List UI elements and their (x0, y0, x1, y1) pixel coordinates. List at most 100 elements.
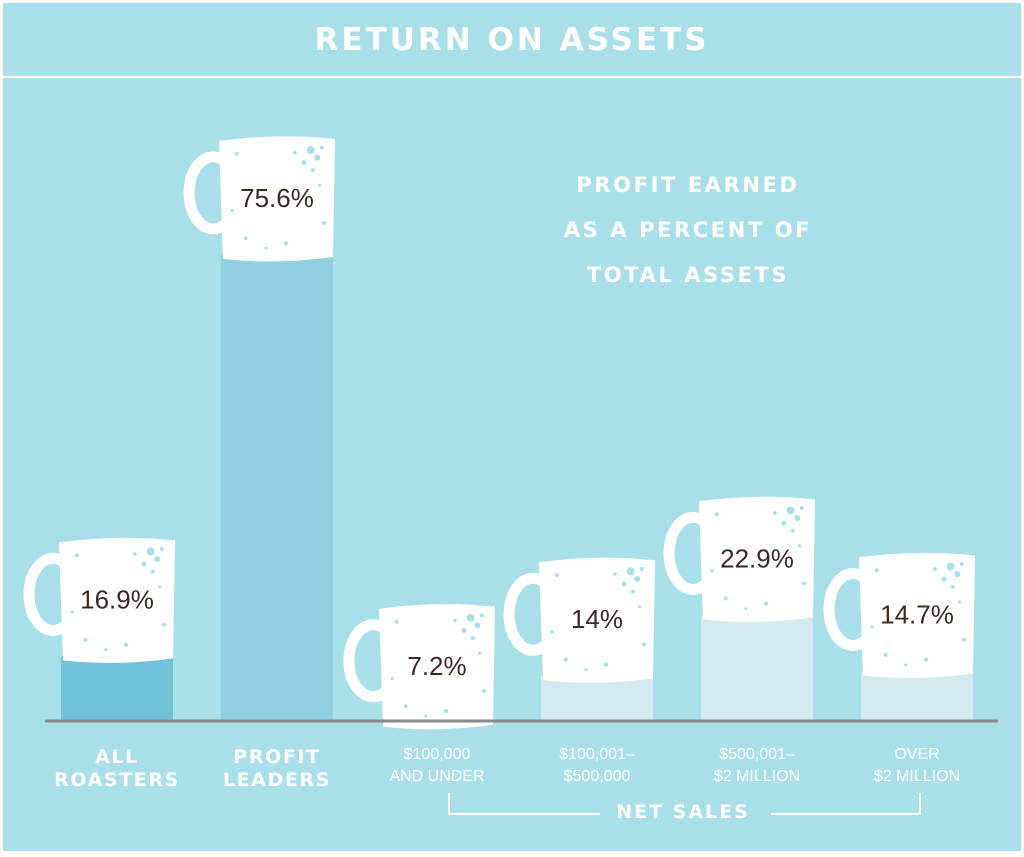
mug-speckle (133, 552, 137, 556)
coffee-mug-icon (823, 552, 975, 679)
category-label-line: ALL (95, 746, 139, 768)
mug-speckle (962, 637, 967, 642)
mug-speckle (794, 515, 801, 522)
net-sales-label: NET SALES (616, 801, 750, 823)
mug-speckle (904, 663, 908, 667)
coffee-mug-icon (503, 557, 655, 683)
coffee-mug-icon (23, 537, 175, 663)
mug-speckle (799, 505, 804, 510)
mug-speckle (74, 553, 79, 558)
mug-speckle (950, 584, 955, 589)
net-sales-bracket-left (448, 793, 600, 815)
mug-speckle (293, 150, 297, 155)
mug-speckle (322, 221, 327, 226)
bar-1 (61, 656, 173, 721)
infographic: RETURN ON ASSETS PROFIT EARNED AS A PERC… (3, 3, 1021, 851)
mug-speckle (634, 575, 641, 582)
mug-speckle (790, 528, 795, 533)
mug-speckle (563, 657, 568, 662)
mug-speckle (763, 601, 769, 606)
mug-speckle (123, 642, 129, 647)
category-label-line: $500,000 (563, 768, 631, 785)
mug-speckle (159, 547, 164, 552)
coffee-mug-icon (663, 496, 815, 622)
data-label-1: 16.9% (80, 584, 154, 614)
title-band: RETURN ON ASSETS (3, 3, 1021, 78)
subtitle-line-1: PROFIT EARNED (576, 173, 800, 197)
mug-speckle (923, 657, 929, 663)
mug-speckle (470, 636, 475, 641)
mug-speckle (424, 714, 428, 718)
mug-speckle (234, 151, 239, 156)
data-label-2: 75.6% (240, 183, 314, 213)
mug-speckle (639, 566, 644, 571)
mug-body (699, 496, 815, 622)
mug-speckle (781, 520, 787, 526)
mug-speckle (141, 561, 147, 567)
coffee-mug-icon (343, 604, 495, 730)
mug-body (539, 557, 655, 683)
mug-speckle (310, 168, 315, 173)
category-label-line: $2 MILLION (713, 768, 801, 785)
bar-6 (861, 671, 973, 721)
mug-speckle (482, 688, 487, 693)
bar-4 (541, 676, 653, 721)
mug-speckle (317, 183, 322, 187)
bar-2 (221, 254, 333, 721)
category-label-6: OVER $2 MILLION (847, 744, 987, 788)
mug-speckle (264, 246, 268, 250)
data-label-5: 22.9% (720, 543, 794, 573)
category-label-line: ROASTERS (54, 769, 180, 791)
mug-speckle (243, 236, 248, 241)
mug-body (859, 552, 975, 679)
bar-chart: 16.9% 75.6% 7.2% 14% 22.9% 14.7% (23, 136, 998, 730)
mug-body (59, 537, 175, 663)
mug-speckle (283, 241, 289, 246)
mug-speckle (883, 652, 888, 657)
category-label-2: PROFIT LEADERS (207, 746, 347, 792)
mug-body (379, 604, 495, 730)
net-sales-bracket-right (771, 793, 921, 815)
mug-speckle (479, 613, 484, 618)
mug-speckle (150, 569, 155, 574)
mug-speckle (630, 589, 635, 594)
category-label-5: $500,001– $2 MILLION (687, 744, 827, 788)
subtitle-line-3: TOTAL ASSETS (586, 263, 790, 287)
mug-speckle (461, 627, 467, 633)
mug-speckle (874, 568, 879, 573)
mug-speckle (584, 668, 588, 672)
mug-speckle (613, 572, 617, 576)
mug-speckle (786, 506, 795, 515)
mug-speckle (714, 512, 719, 517)
mug-speckle (157, 585, 162, 589)
mug-speckle (723, 596, 728, 601)
mug-speckle (554, 573, 559, 578)
mug-speckle (477, 651, 482, 655)
mug-speckle (870, 625, 874, 629)
mug-speckle (941, 576, 947, 582)
subtitle-line-2: AS A PERCENT OF (563, 218, 813, 242)
mug-speckle (954, 571, 961, 578)
coffee-mug-icon (183, 136, 335, 262)
data-label-3: 7.2% (407, 651, 466, 681)
mug-speckle (621, 581, 627, 587)
data-label-6: 14.7% (880, 599, 954, 629)
category-label-line: $100,000 (403, 746, 471, 763)
category-label-line: LEADERS (222, 769, 332, 791)
mug-speckle (443, 708, 449, 714)
mug-speckle (453, 618, 457, 623)
mug-speckle (154, 556, 161, 563)
category-label-line: PROFIT (233, 746, 321, 768)
mug-speckle (550, 630, 554, 634)
mug-speckle (403, 704, 408, 709)
mug-speckle (70, 610, 74, 614)
chart-title: RETURN ON ASSETS (314, 21, 710, 58)
mug-speckle (797, 544, 802, 548)
category-label-line: $500,001– (719, 746, 795, 763)
mug-speckle (642, 642, 647, 647)
mug-speckle (773, 511, 777, 515)
category-label-line: $2 MILLION (873, 768, 961, 785)
mug-speckle (394, 619, 399, 624)
mug-speckle (162, 622, 167, 627)
category-label-4: $100,001– $500,000 (527, 744, 667, 788)
